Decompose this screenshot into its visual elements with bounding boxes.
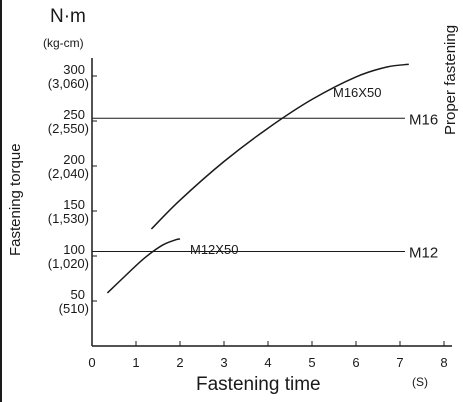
x-tick-label: 5	[308, 355, 315, 370]
x-tick-label: 2	[176, 355, 183, 370]
reference-label-m12: M12	[409, 245, 438, 262]
y-tick-label: 200	[63, 152, 85, 167]
series-layer	[106, 63, 409, 294]
y-tick-sublabel: (1,530)	[48, 211, 89, 226]
series-line-m12x50	[106, 238, 181, 294]
y-tick-sublabel: (2,040)	[48, 166, 89, 181]
x-tick-label: 3	[220, 355, 227, 370]
x-tick-label: 7	[396, 355, 403, 370]
y-tick-sublabel: (1,020)	[48, 256, 89, 271]
x-axis-label: Fastening time	[196, 374, 321, 395]
y-axis-label: Fastening torque	[7, 143, 24, 256]
y-unit-alt: (kg-cm)	[43, 36, 84, 50]
x-tick-label: 8	[440, 355, 447, 370]
reference-lines-layer: M16 M12	[92, 111, 438, 262]
ticks-layer: 0 1 2 3 4 5 6 7 850(510)100(1,020)150(1,530)200(…	[48, 62, 448, 370]
series-line-m16x50	[150, 63, 409, 230]
right-label: Proper fastening	[442, 25, 459, 135]
y-tick-sublabel: (510)	[59, 301, 89, 316]
x-tick-label: 0	[88, 355, 95, 370]
y-tick-label: 50	[71, 287, 85, 302]
y-tick-label: 150	[63, 197, 85, 212]
x-tick-label: 6	[352, 355, 359, 370]
y-tick-label: 250	[63, 107, 85, 122]
y-tick-label: 300	[63, 62, 85, 77]
y-tick-sublabel: (3,060)	[48, 76, 89, 91]
x-unit: (S)	[412, 375, 428, 389]
series-label-m16x50: M16X50	[333, 85, 381, 100]
reference-label-m16: M16	[409, 111, 438, 128]
x-tick-label: 4	[264, 355, 271, 370]
y-tick-sublabel: (2,550)	[48, 121, 89, 136]
x-tick-label: 1	[132, 355, 139, 370]
series-label-m12x50: M12X50	[190, 242, 238, 257]
y-tick-label: 100	[63, 242, 85, 257]
y-unit-main: N·m	[50, 6, 86, 27]
